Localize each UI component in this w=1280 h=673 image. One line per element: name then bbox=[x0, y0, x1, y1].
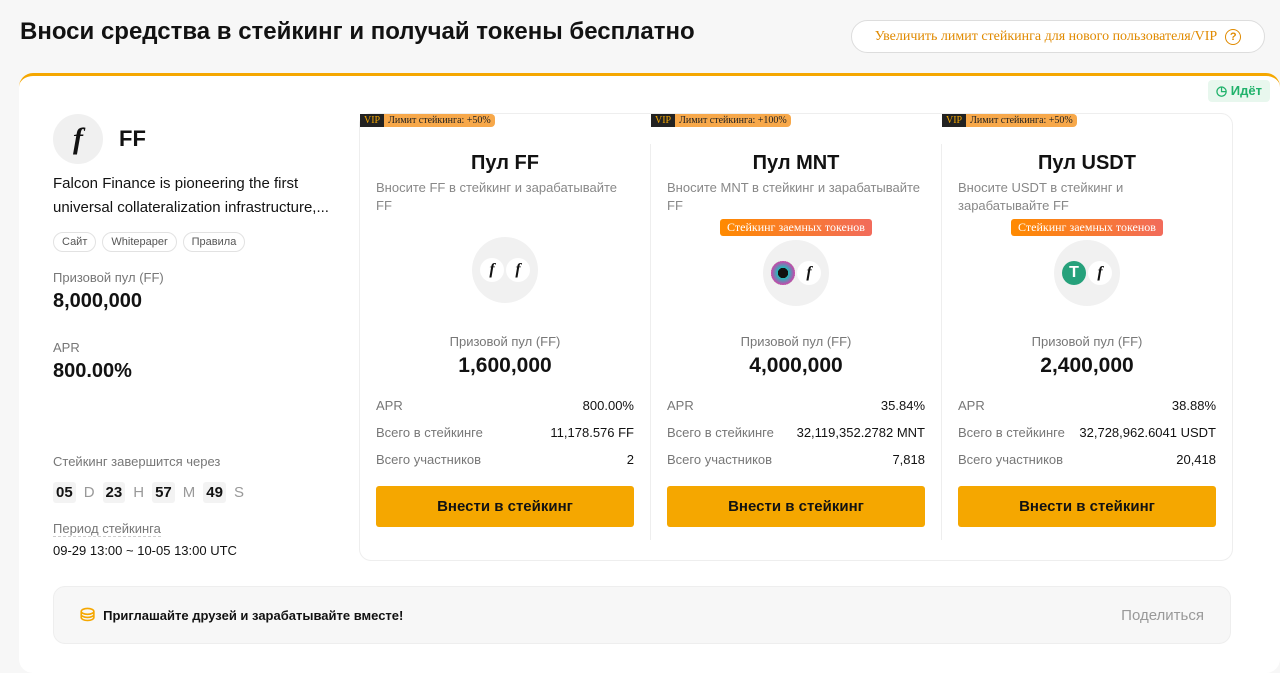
apr-row: APR 35.84% bbox=[667, 398, 925, 425]
pool-title: Пул MNT bbox=[752, 152, 840, 174]
users-label: Всего участников bbox=[376, 452, 482, 467]
staked-value: 32,728,962.6041 USDT bbox=[1079, 425, 1216, 440]
vip-label: VIP bbox=[651, 114, 676, 127]
stake-button[interactable]: Внести в стейкинг bbox=[667, 486, 925, 527]
borrowed-badge: Стейкинг заемных токенов bbox=[720, 219, 872, 236]
help-icon: ? bbox=[1225, 28, 1242, 45]
apr-label: APR bbox=[958, 398, 985, 413]
prize-value: 8,000,000 bbox=[53, 290, 142, 312]
link-whitepaper[interactable]: Whitepaper bbox=[102, 232, 177, 252]
ff-logo-icon: f bbox=[53, 114, 103, 164]
hours-unit: H bbox=[133, 484, 145, 501]
usdt-icon: T bbox=[1062, 261, 1086, 285]
apr-value: 800.00% bbox=[582, 398, 634, 413]
pool-desc: Вносите FF в стейкинг и зарабатывайте FF bbox=[376, 180, 617, 213]
vip-tag: VIP Лимит стейкинга: +50% bbox=[360, 114, 495, 127]
borrowed-badge: Стейкинг заемных токенов bbox=[1011, 219, 1163, 236]
users-row: Всего участников 20,418 bbox=[958, 452, 1216, 479]
token-name: FF bbox=[119, 126, 146, 151]
hours: 23 bbox=[102, 482, 126, 503]
prize-label: Призовой пул (FF) bbox=[740, 334, 852, 349]
mnt-icon bbox=[771, 261, 795, 285]
status-label: Идёт bbox=[1230, 83, 1262, 98]
users-value: 20,418 bbox=[1176, 452, 1216, 467]
staked-value: 11,178.576 FF bbox=[550, 425, 634, 440]
vip-label: VIP bbox=[942, 114, 967, 127]
apr-row: APR 800.00% bbox=[376, 398, 634, 425]
users-label: Всего участников bbox=[958, 452, 1064, 467]
page-title: Вноси средства в стейкинг и получай токе… bbox=[20, 18, 695, 45]
status-badge: ◷ Идёт bbox=[1207, 80, 1270, 102]
pool-desc: Вносите USDT в стейкинг и зарабатывайте … bbox=[958, 180, 1124, 213]
prize-value: 4,000,000 bbox=[749, 354, 843, 377]
staked-row: Всего в стейкинге 32,119,352.2782 MNT bbox=[667, 425, 925, 452]
period-label[interactable]: Период стейкинга bbox=[53, 521, 161, 537]
pool-mnt: VIP Лимит стейкинга: +100% Пул MNT Вносит… bbox=[651, 114, 942, 540]
limit-label: Лимит стейкинга: +50% bbox=[384, 114, 495, 127]
project-description: Falcon Finance is pioneering the first u… bbox=[53, 175, 329, 216]
pool-title: Пул USDT bbox=[1038, 152, 1136, 174]
link-site[interactable]: Сайт bbox=[53, 232, 97, 252]
ff-icon: f bbox=[797, 261, 821, 285]
vip-limit-link[interactable]: Увеличить лимит стейкинга для нового пол… bbox=[851, 20, 1265, 53]
prize-label: Призовой пул (FF) bbox=[1031, 334, 1143, 349]
apr-label: APR bbox=[53, 340, 80, 355]
seconds-unit: S bbox=[233, 484, 244, 501]
days: 05 bbox=[53, 482, 76, 503]
invite-text: Приглашайте друзей и зарабатывайте вмест… bbox=[103, 607, 404, 623]
vip-label: VIP bbox=[360, 114, 385, 127]
ends-label: Стейкинг завершится через bbox=[53, 454, 221, 469]
apr-row: APR 38.88% bbox=[958, 398, 1216, 425]
countdown: 05 D 23 H 57 M 49 S bbox=[53, 482, 244, 503]
limit-label: Лимит стейкинга: +100% bbox=[675, 114, 791, 127]
users-row: Всего участников 2 bbox=[376, 452, 634, 479]
ff-icon: f bbox=[1088, 261, 1112, 285]
staked-label: Всего в стейкинге bbox=[958, 425, 1065, 440]
staked-label: Всего в стейкинге bbox=[376, 425, 483, 440]
days-unit: D bbox=[83, 484, 95, 501]
vip-link-label: Увеличить лимит стейкинга для нового пол… bbox=[874, 28, 1218, 44]
users-label: Всего участников bbox=[667, 452, 773, 467]
staked-value: 32,119,352.2782 MNT bbox=[796, 425, 925, 440]
period-value: 09-29 13:00 ~ 10-05 13:00 UTC bbox=[53, 543, 237, 558]
pool-ff: VIP Лимит стейкинга: +50% Пул FF Вносите … bbox=[360, 114, 651, 540]
share-button[interactable]: Поделиться bbox=[1121, 606, 1204, 624]
limit-label: Лимит стейкинга: +50% bbox=[966, 114, 1077, 127]
apr-value: 38.88% bbox=[1171, 398, 1216, 413]
pool-title: Пул FF bbox=[471, 152, 539, 174]
pools: VIP Лимит стейкинга: +50% Пул FF Вносите … bbox=[359, 113, 1233, 561]
stake-button[interactable]: Внести в стейкинг bbox=[958, 486, 1216, 527]
apr-value: 35.84% bbox=[880, 398, 925, 413]
ff-icon: f bbox=[480, 258, 504, 282]
vip-tag: VIP Лимит стейкинга: +100% bbox=[651, 114, 791, 127]
users-value: 2 bbox=[626, 452, 634, 467]
users-row: Всего участников 7,818 bbox=[667, 452, 925, 479]
prize-label: Призовой пул (FF) bbox=[449, 334, 561, 349]
prize-label: Призовой пул (FF) bbox=[53, 270, 164, 285]
link-rules[interactable]: Правила bbox=[182, 232, 246, 252]
users-value: 7,818 bbox=[892, 452, 925, 467]
seconds: 49 bbox=[203, 482, 226, 503]
staked-row: Всего в стейкинге 11,178.576 FF bbox=[376, 425, 634, 452]
prize-value: 2,400,000 bbox=[1040, 354, 1134, 377]
prize-value: 1,600,000 bbox=[458, 354, 552, 377]
apr-label: APR bbox=[667, 398, 694, 413]
ff-icon: f bbox=[506, 258, 530, 282]
staked-label: Всего в стейкинге bbox=[667, 425, 774, 440]
staking-card: ◷ Идёт f FF Falcon Finance is pioneering… bbox=[19, 73, 1280, 673]
apr-value: 800.00% bbox=[53, 360, 132, 382]
staked-row: Всего в стейкинге 32,728,962.6041 USDT bbox=[958, 425, 1216, 452]
apr-label: APR bbox=[376, 398, 403, 413]
pool-desc: Вносите MNT в стейкинг и зарабатывайте F… bbox=[667, 180, 921, 213]
invite-banner: ⛁ Приглашайте друзей и зарабатывайте вме… bbox=[53, 586, 1231, 644]
pool-icons: f bbox=[763, 240, 829, 306]
coins-icon: ⛁ bbox=[80, 604, 96, 625]
vip-tag: VIP Лимит стейкинга: +50% bbox=[942, 114, 1077, 127]
pool-usdt: VIP Лимит стейкинга: +50% Пул USDT Вносит… bbox=[942, 114, 1232, 540]
minutes-unit: M bbox=[182, 484, 196, 501]
stake-button[interactable]: Внести в стейкинг bbox=[376, 486, 634, 527]
minutes: 57 bbox=[152, 482, 175, 503]
